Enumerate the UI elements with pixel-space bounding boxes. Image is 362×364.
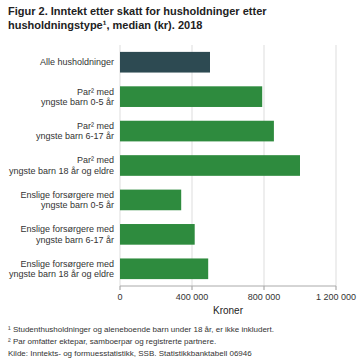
category-label: Par² medyngste barn 6-17 år [36, 121, 114, 142]
bars [120, 52, 300, 279]
category-label: Par² medyngste barn 0-5 år [41, 87, 114, 108]
tick-label: 1 200 000 [316, 292, 356, 302]
bar [120, 258, 208, 279]
tick-label: 0 [117, 292, 122, 302]
footnote: ¹ Studenthusholdninger og aleneboende ba… [8, 325, 274, 334]
footnote: ² Par omfatter ektepar, samboerpar og re… [8, 337, 216, 346]
tick-label: 800 000 [248, 292, 281, 302]
title: Figur 2. Inntekt etter skatt for hushold… [8, 5, 267, 31]
tick-mark [120, 286, 121, 290]
grid [120, 45, 336, 286]
category-label: Enslige forsørgere medyngste barn 18 år … [9, 259, 114, 280]
x-axis-line [120, 286, 336, 287]
category-label: Alle husholdninger [40, 57, 114, 67]
tick-mark [264, 286, 265, 290]
bar [120, 86, 262, 107]
bar [120, 52, 210, 73]
category-label: Enslige forsørgere medyngste barn 0-5 år [20, 190, 114, 211]
grid-line [336, 45, 337, 286]
bar [120, 155, 300, 176]
bar [120, 224, 195, 245]
tick-mark [336, 286, 337, 290]
x-axis-label: Kroner [213, 305, 244, 316]
bar [120, 190, 181, 211]
footnote: Kilde: Inntekts- og formuesstatistikk, S… [8, 349, 252, 358]
category-label: Par² medyngste barn 18 år og eldre [9, 155, 114, 176]
tick-label: 400 000 [176, 292, 209, 302]
bar [120, 121, 274, 142]
chart: Figur 2. Inntekt etter skatt for hushold… [0, 0, 362, 364]
category-label: Enslige forsørgere medyngste barn 6-17 å… [20, 224, 114, 245]
tick-mark [192, 286, 193, 290]
